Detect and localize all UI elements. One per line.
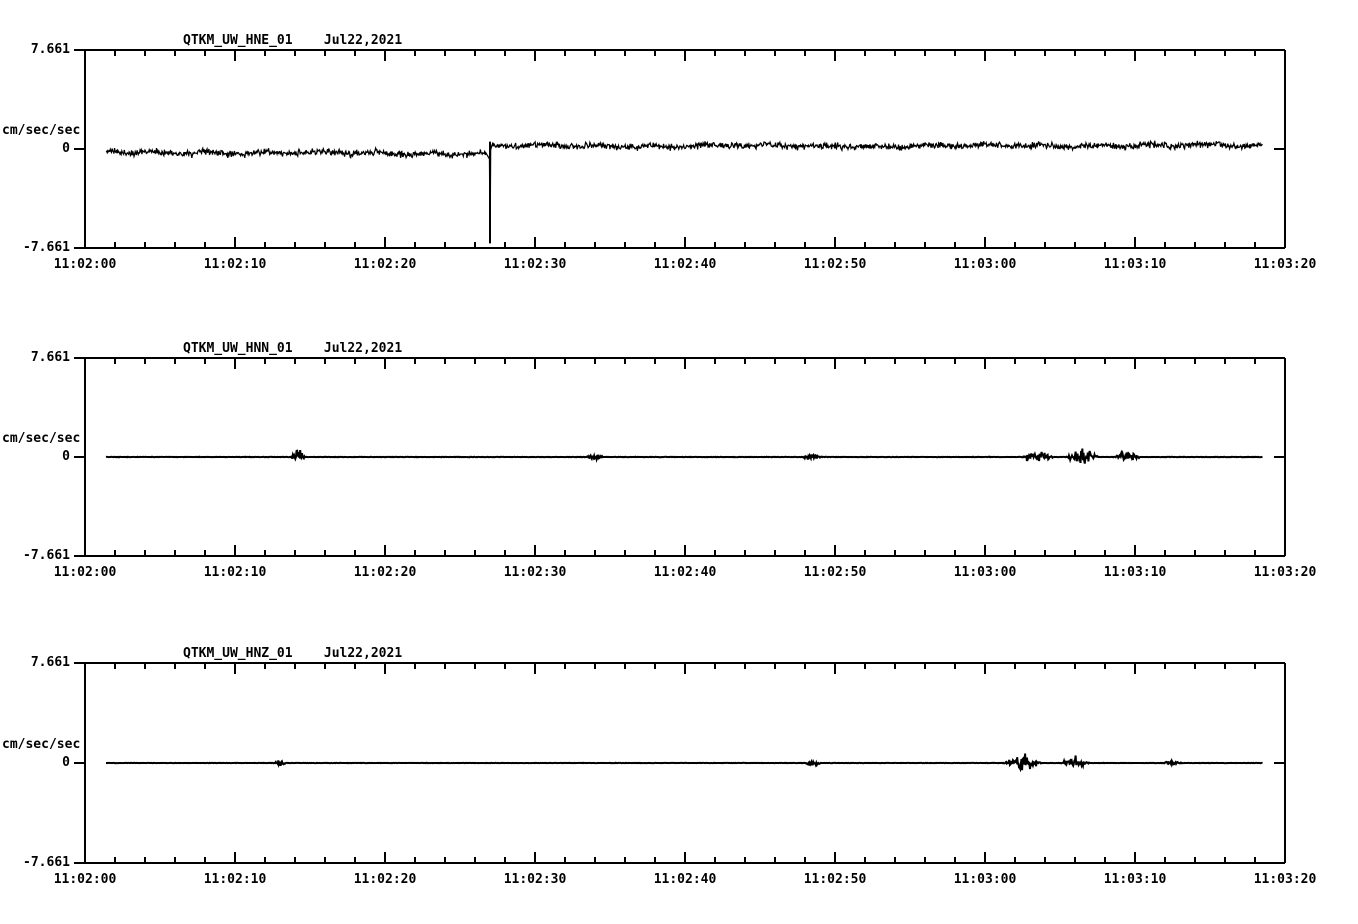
panel-hne-xtick-4: 11:02:40 — [653, 257, 717, 272]
panel-hnn-xtick-4: 11:02:40 — [653, 565, 717, 580]
panel-hnz-ytick-zero: 0 — [62, 755, 70, 770]
panel-hne-title: QTKM_UW_HNE_01 Jul22,2021 — [183, 33, 403, 48]
panel-hne-xtick-8: 11:03:20 — [1253, 257, 1317, 272]
panel-hne-xtick-1: 11:02:10 — [203, 257, 267, 272]
panel-hnn-xtick-2: 11:02:20 — [353, 565, 417, 580]
panel-hnz-xtick-3: 11:02:30 — [503, 872, 567, 887]
panel-hnz-xtick-7: 11:03:10 — [1103, 872, 1167, 887]
panel-hnz-ylabel: cm/sec/sec — [2, 737, 81, 752]
panel-hne-ytick-zero: 0 — [62, 141, 70, 156]
panel-hnz-xtick-5: 11:02:50 — [803, 872, 867, 887]
panel-hnn-ytick-max: 7.661 — [30, 350, 70, 365]
panel-hnz-xtick-0: 11:02:00 — [53, 872, 117, 887]
panel-hne-ylabel: cm/sec/sec — [2, 123, 81, 138]
panel-hnz-xtick-6: 11:03:00 — [953, 872, 1017, 887]
panel-hnn-ytick-zero: 0 — [62, 449, 70, 464]
panel-hnn-xtick-5: 11:02:50 — [803, 565, 867, 580]
panel-hnn-xtick-3: 11:02:30 — [503, 565, 567, 580]
panel-hnn-xtick-7: 11:03:10 — [1103, 565, 1167, 580]
panel-hnn-xtick-0: 11:02:00 — [53, 565, 117, 580]
panel-hne-xtick-2: 11:02:20 — [353, 257, 417, 272]
panel-hne-ytick-min: -7.661 — [23, 240, 70, 255]
panel-hnz-xtick-2: 11:02:20 — [353, 872, 417, 887]
panel-hnz-xtick-4: 11:02:40 — [653, 872, 717, 887]
panel-hnn-ytick-min: -7.661 — [23, 548, 70, 563]
panel-hnn-xtick-8: 11:03:20 — [1253, 565, 1317, 580]
panel-hne-xtick-6: 11:03:00 — [953, 257, 1017, 272]
panel-hne-xtick-7: 11:03:10 — [1103, 257, 1167, 272]
panel-hnn-xtick-1: 11:02:10 — [203, 565, 267, 580]
panel-hnz-ytick-min: -7.661 — [23, 855, 70, 870]
panel-hne-xtick-0: 11:02:00 — [53, 257, 117, 272]
panel-hnz-xtick-8: 11:03:20 — [1253, 872, 1317, 887]
panel-hne-ytick-max: 7.661 — [30, 42, 70, 57]
panel-hnn-ylabel: cm/sec/sec — [2, 431, 81, 446]
panel-hnz-xtick-1: 11:02:10 — [203, 872, 267, 887]
panel-hne-xtick-3: 11:02:30 — [503, 257, 567, 272]
panel-hnz-title: QTKM_UW_HNZ_01 Jul22,2021 — [183, 646, 403, 661]
panel-hne-xtick-5: 11:02:50 — [803, 257, 867, 272]
panel-hnz-ytick-max: 7.661 — [30, 655, 70, 670]
panel-hnn-title: QTKM_UW_HNN_01 Jul22,2021 — [183, 341, 403, 356]
panel-hnn-xtick-6: 11:03:00 — [953, 565, 1017, 580]
